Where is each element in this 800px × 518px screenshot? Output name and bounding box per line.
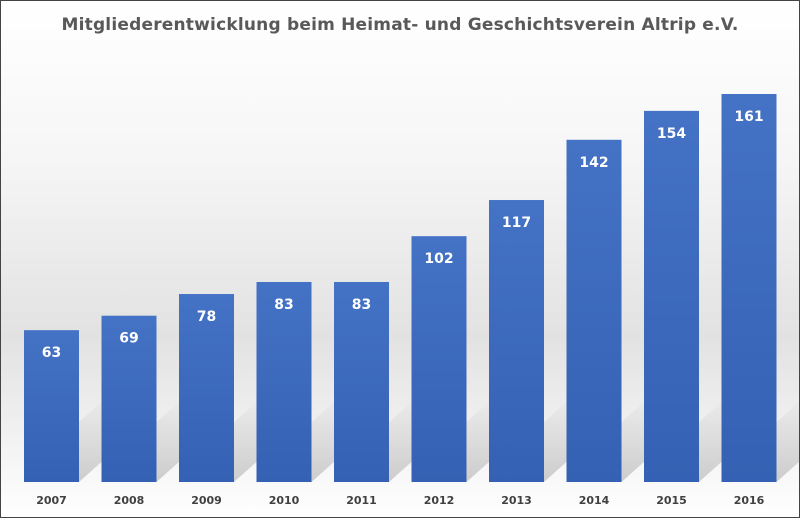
data-label: 83 [274, 297, 293, 313]
bar-shadow [311, 397, 340, 482]
bar-2011 [334, 281, 389, 482]
bar-2014 [566, 139, 622, 482]
data-label: 142 [579, 155, 608, 171]
x-tick-label: 2011 [346, 494, 377, 507]
bar-shadow [234, 397, 262, 482]
data-label: 63 [42, 345, 61, 361]
data-label: 161 [734, 109, 763, 125]
x-tick-label: 2013 [501, 494, 532, 507]
x-tick-label: 2010 [269, 494, 300, 507]
data-label: 78 [197, 309, 216, 325]
bar-shadow [621, 397, 650, 482]
data-label: 69 [119, 331, 138, 347]
bar-2015 [644, 110, 699, 482]
bar-2007 [24, 330, 79, 482]
data-label: 102 [424, 251, 453, 267]
bar-shadow [544, 397, 572, 482]
x-tick-label: 2007 [36, 494, 67, 507]
data-label: 154 [657, 126, 686, 142]
bar-2008 [101, 315, 157, 482]
bar-2016 [721, 94, 777, 482]
bar-2012 [411, 236, 467, 482]
data-label: 117 [502, 215, 531, 231]
bar-shadow [466, 397, 495, 482]
bar-shadow [776, 401, 799, 482]
bar-shadow [79, 397, 107, 482]
x-tick-label: 2014 [579, 494, 610, 507]
bar-shadow [156, 397, 185, 482]
x-tick-label: 2016 [734, 494, 765, 507]
bar-2009 [179, 294, 234, 482]
bar-shadow [699, 397, 727, 482]
x-tick-label: 2009 [191, 494, 222, 507]
bar-2013 [489, 200, 544, 482]
x-tick-label: 2012 [424, 494, 455, 507]
data-label: 83 [352, 297, 371, 313]
chart-title: Mitgliederentwicklung beim Heimat- und G… [61, 15, 739, 35]
bar-2010 [256, 281, 312, 482]
x-tick-label: 2008 [114, 494, 145, 507]
bar-shadow [389, 397, 417, 482]
x-tick-label: 2015 [656, 494, 687, 507]
